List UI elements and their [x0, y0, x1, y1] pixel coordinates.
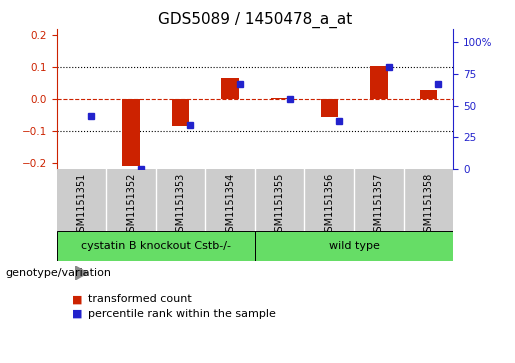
- Text: GSM1151354: GSM1151354: [225, 172, 235, 238]
- Text: GSM1151357: GSM1151357: [374, 172, 384, 238]
- Bar: [370, 66, 387, 99]
- Text: GSM1151353: GSM1151353: [176, 172, 185, 238]
- Bar: [420, 90, 437, 99]
- Bar: [321, 99, 338, 117]
- Text: cystatin B knockout Cstb-/-: cystatin B knockout Cstb-/-: [81, 241, 231, 251]
- Text: GSM1151356: GSM1151356: [324, 172, 334, 238]
- Bar: [57, 231, 255, 261]
- Bar: [255, 231, 453, 261]
- Text: GSM1151352: GSM1151352: [126, 172, 136, 238]
- Bar: [221, 78, 239, 99]
- Bar: [123, 99, 140, 166]
- Text: GSM1151358: GSM1151358: [423, 172, 434, 238]
- Text: GSM1151351: GSM1151351: [76, 172, 87, 238]
- Title: GDS5089 / 1450478_a_at: GDS5089 / 1450478_a_at: [158, 12, 352, 28]
- Text: ■: ■: [72, 294, 82, 305]
- Text: transformed count: transformed count: [88, 294, 191, 305]
- Bar: [271, 98, 288, 99]
- Text: wild type: wild type: [329, 241, 380, 251]
- Text: genotype/variation: genotype/variation: [5, 268, 111, 278]
- Polygon shape: [75, 266, 88, 280]
- Bar: [172, 99, 189, 126]
- Text: percentile rank within the sample: percentile rank within the sample: [88, 309, 276, 319]
- Text: ■: ■: [72, 309, 82, 319]
- Text: GSM1151355: GSM1151355: [274, 172, 285, 238]
